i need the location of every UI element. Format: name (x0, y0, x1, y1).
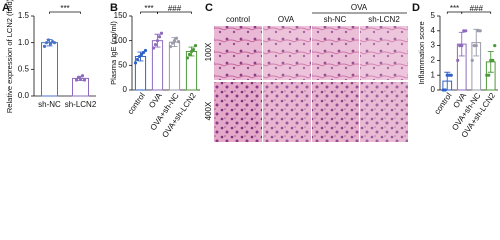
x-tick-label: sh-LCN2 (65, 100, 97, 109)
significance-label: *** (450, 4, 459, 13)
significance-bracket (157, 11, 192, 14)
x-tick-label: control (126, 91, 147, 116)
data-point (464, 29, 468, 33)
data-point (456, 58, 460, 63)
significance-label: *** (60, 4, 69, 13)
data-point (153, 43, 158, 47)
data-point (44, 41, 49, 45)
bar (168, 41, 181, 91)
row-label: 400X (204, 101, 213, 120)
data-point (80, 74, 85, 78)
panel-letter: C (205, 2, 213, 14)
micrograph (312, 82, 359, 142)
data-point (491, 58, 495, 63)
group-header: OVA (351, 3, 368, 12)
micrograph (263, 82, 311, 142)
column-header: sh-LCN2 (368, 15, 400, 24)
data-point (82, 78, 87, 82)
data-point (137, 54, 142, 59)
y-tick-label: 4 (431, 26, 436, 35)
data-point (48, 42, 53, 46)
column-header: sh-NC (324, 15, 347, 24)
data-point (141, 50, 146, 55)
y-tick-label: 0 (431, 85, 436, 94)
significance-bracket (49, 11, 81, 14)
data-point (493, 44, 497, 48)
y-tick-label: 1 (431, 70, 436, 79)
micrograph (360, 26, 408, 80)
data-point (74, 78, 79, 82)
data-point (157, 35, 162, 39)
data-point (449, 73, 453, 77)
y-tick-label: 3 (431, 41, 436, 50)
data-point (133, 61, 138, 65)
y-axis-label: Relative expression of LCN2 (fold) (5, 0, 14, 113)
data-point (470, 58, 474, 63)
data-point (189, 49, 194, 54)
data-point (168, 44, 173, 49)
micrograph (263, 26, 311, 80)
y-tick-label: 0 (123, 85, 128, 94)
panel-c: C control OVA OVA sh-NC sh-LCN2 100X 400… (204, 2, 408, 142)
y-tick-label: 1.0 (18, 38, 30, 47)
y-tick-label: 50 (118, 60, 127, 69)
column-header: control (226, 15, 250, 24)
y-tick-label: 5 (431, 11, 436, 20)
data-point (176, 40, 181, 44)
data-point (443, 88, 447, 92)
data-point (172, 39, 177, 43)
significance-label: *** (144, 4, 153, 13)
data-point (174, 36, 179, 40)
bar (72, 77, 89, 97)
micrograph (312, 26, 359, 80)
micrograph (360, 82, 408, 142)
y-tick-label: 100 (114, 36, 128, 45)
significance-label: ### (470, 4, 484, 13)
panel-letter: D (412, 2, 420, 14)
data-point (193, 44, 198, 48)
significance-bracket (461, 11, 492, 14)
data-point (487, 73, 491, 77)
bar (134, 55, 147, 91)
data-point (139, 52, 144, 57)
data-point (187, 52, 192, 57)
data-point (185, 56, 190, 60)
y-tick-label: 150 (114, 11, 128, 20)
data-point (135, 57, 140, 62)
significance-label: ### (168, 4, 182, 13)
x-tick-label: sh-NC (38, 100, 61, 109)
data-point (478, 29, 482, 33)
y-tick-label: 2 (431, 56, 436, 65)
data-point (151, 46, 156, 50)
panel-letter: A (2, 2, 10, 14)
data-point (191, 47, 196, 52)
y-axis-label: Plasma IgE (ng/ml) (109, 21, 118, 85)
bar (41, 42, 58, 97)
data-point (143, 48, 148, 53)
data-point (78, 77, 83, 81)
data-point (155, 39, 160, 43)
data-point (42, 44, 47, 49)
data-point (52, 41, 57, 45)
data-point (170, 41, 175, 45)
column-header: OVA (278, 15, 295, 24)
micrograph (214, 82, 262, 142)
y-tick-label: 0.5 (18, 64, 30, 73)
figure: C control OVA OVA sh-NC sh-LCN2 100X 400… (2, 0, 498, 142)
y-tick-label: 0.0 (18, 91, 30, 100)
micrograph (214, 26, 262, 80)
data-point (460, 44, 464, 48)
panel-letter: B (110, 2, 118, 14)
y-tick-label: 1.5 (18, 11, 30, 20)
data-point (46, 38, 51, 42)
data-point (474, 44, 478, 48)
x-tick-label: control (432, 91, 453, 116)
data-point (159, 31, 164, 35)
row-label: 100X (204, 42, 213, 61)
y-axis-label: Inflammation score (417, 21, 426, 84)
